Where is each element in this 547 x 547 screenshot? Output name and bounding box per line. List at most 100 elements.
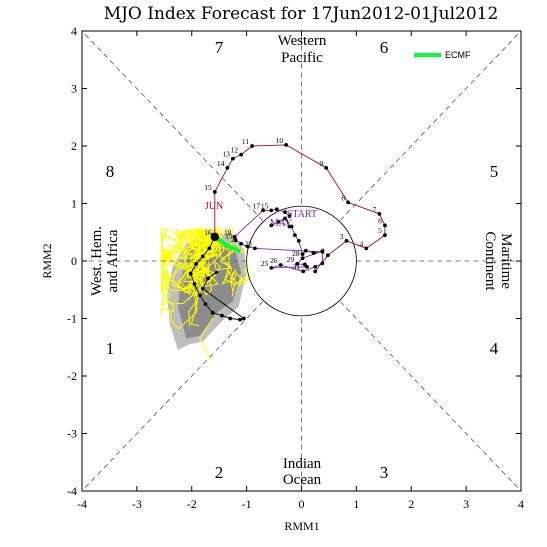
track-point — [305, 264, 309, 269]
region-maritime-line2: Continent — [482, 231, 498, 291]
track-point — [284, 142, 289, 147]
phase-grid — [81, 30, 522, 492]
track-point — [301, 269, 306, 274]
track-point — [192, 282, 197, 286]
track-point — [245, 244, 250, 249]
track-point — [239, 241, 244, 246]
ensemble-member-line — [199, 318, 214, 361]
region-west-hem-line1: West. Hem. — [89, 226, 105, 296]
x-tick-label: 1 — [353, 497, 359, 511]
ensemble-member-line — [164, 231, 214, 283]
track-day-label: 16 — [204, 228, 212, 237]
track-day-label: 19 — [225, 231, 233, 240]
ensemble-member-line — [171, 236, 215, 290]
x-tick-label: 4 — [518, 497, 524, 511]
x-tick-label: 2 — [408, 497, 414, 511]
x-tick-label: 0 — [299, 497, 305, 511]
track-point — [320, 261, 325, 266]
y-tick-label: 0 — [71, 254, 77, 268]
track-point — [250, 144, 255, 148]
track-markers: 1328292526312321191817152345678910111213… — [188, 136, 387, 322]
track-day-label: 10 — [276, 136, 284, 145]
track-day-label: 4 — [360, 239, 364, 248]
track-day-label: 7 — [373, 205, 377, 214]
phase-label-2: 2 — [215, 463, 224, 482]
phase-label-3: 3 — [380, 463, 389, 482]
y-tick-label: -4 — [67, 484, 77, 498]
track-point — [295, 261, 300, 266]
y-axis-title: RMM2 — [40, 243, 54, 278]
y-tick-label: 4 — [71, 24, 77, 38]
ensemble-member-line — [188, 236, 235, 300]
phase-diagonal-line — [81, 301, 263, 492]
phase-label-4: 4 — [490, 339, 499, 358]
track-day-label: 15 — [261, 201, 269, 210]
track-point — [225, 165, 230, 170]
track-point — [203, 302, 208, 307]
track-day-label: 18 — [224, 228, 232, 237]
track-point — [325, 253, 330, 258]
track-point — [239, 152, 244, 157]
track-day-label: 12 — [231, 146, 239, 155]
phase-diagonal-line — [81, 30, 263, 221]
may-label: MAY — [270, 218, 292, 229]
track-day-label: 6 — [378, 216, 382, 225]
track-point — [293, 233, 297, 238]
y-tick-label: -3 — [67, 427, 77, 441]
track-point — [269, 266, 274, 270]
track-point — [269, 208, 274, 213]
track-day-label: 5 — [378, 226, 382, 235]
track-day-label: 3 — [340, 232, 344, 241]
track-point — [210, 310, 215, 315]
x-tick-label: -4 — [77, 497, 87, 511]
track-point — [198, 293, 202, 298]
region-western-pacific-line2: Pacific — [281, 50, 323, 66]
track-point — [214, 270, 219, 275]
track-point — [233, 238, 238, 243]
ensemble-member-line — [207, 228, 247, 287]
track-point — [320, 249, 325, 254]
y-tick-label: 1 — [71, 197, 77, 211]
track-point — [207, 246, 212, 251]
phase-label-1: 1 — [106, 339, 115, 358]
track-day-label: 9 — [319, 159, 323, 168]
track-point — [232, 234, 237, 239]
track-point — [276, 220, 281, 224]
phase-label-5: 5 — [490, 162, 499, 181]
phase-label-8: 8 — [106, 162, 115, 181]
track-day-label: 2 — [321, 246, 325, 255]
track-day-label: 26 — [270, 256, 278, 265]
unit-circle — [246, 205, 357, 317]
track-point — [303, 248, 308, 253]
track-point — [228, 316, 233, 321]
track-day-label: 31 — [293, 262, 301, 271]
track-point — [346, 200, 351, 205]
track-point — [289, 224, 294, 229]
track-point — [278, 263, 283, 267]
x-tick-label: 3 — [463, 497, 469, 511]
track-point — [220, 313, 224, 318]
legend-ecmf-label: ECMF — [445, 50, 471, 60]
track-day-label: 28 — [292, 249, 300, 258]
track-point — [313, 264, 318, 269]
track-point — [377, 211, 382, 216]
phase-label-7: 7 — [215, 38, 224, 57]
phase-diagonal-line — [340, 301, 522, 492]
region-west-hem-line2: and Africa — [105, 229, 121, 292]
ensemble-member-line — [183, 228, 222, 290]
track-day-label: 23 — [244, 239, 252, 248]
jun-label: JUN — [205, 201, 223, 212]
y-tick-label: 2 — [71, 139, 77, 153]
region-indian-ocean-line1: Indian — [283, 456, 322, 472]
track-point — [283, 210, 287, 215]
ensemble-member-line — [213, 228, 246, 293]
track-point — [252, 246, 257, 251]
jun-track-line — [214, 144, 386, 272]
region-maritime-line1: Maritime — [498, 233, 514, 289]
track-day-label: 17 — [253, 201, 261, 210]
start-label: START — [287, 209, 317, 220]
track-day-label: 14 — [217, 159, 225, 168]
track-point — [383, 233, 387, 238]
